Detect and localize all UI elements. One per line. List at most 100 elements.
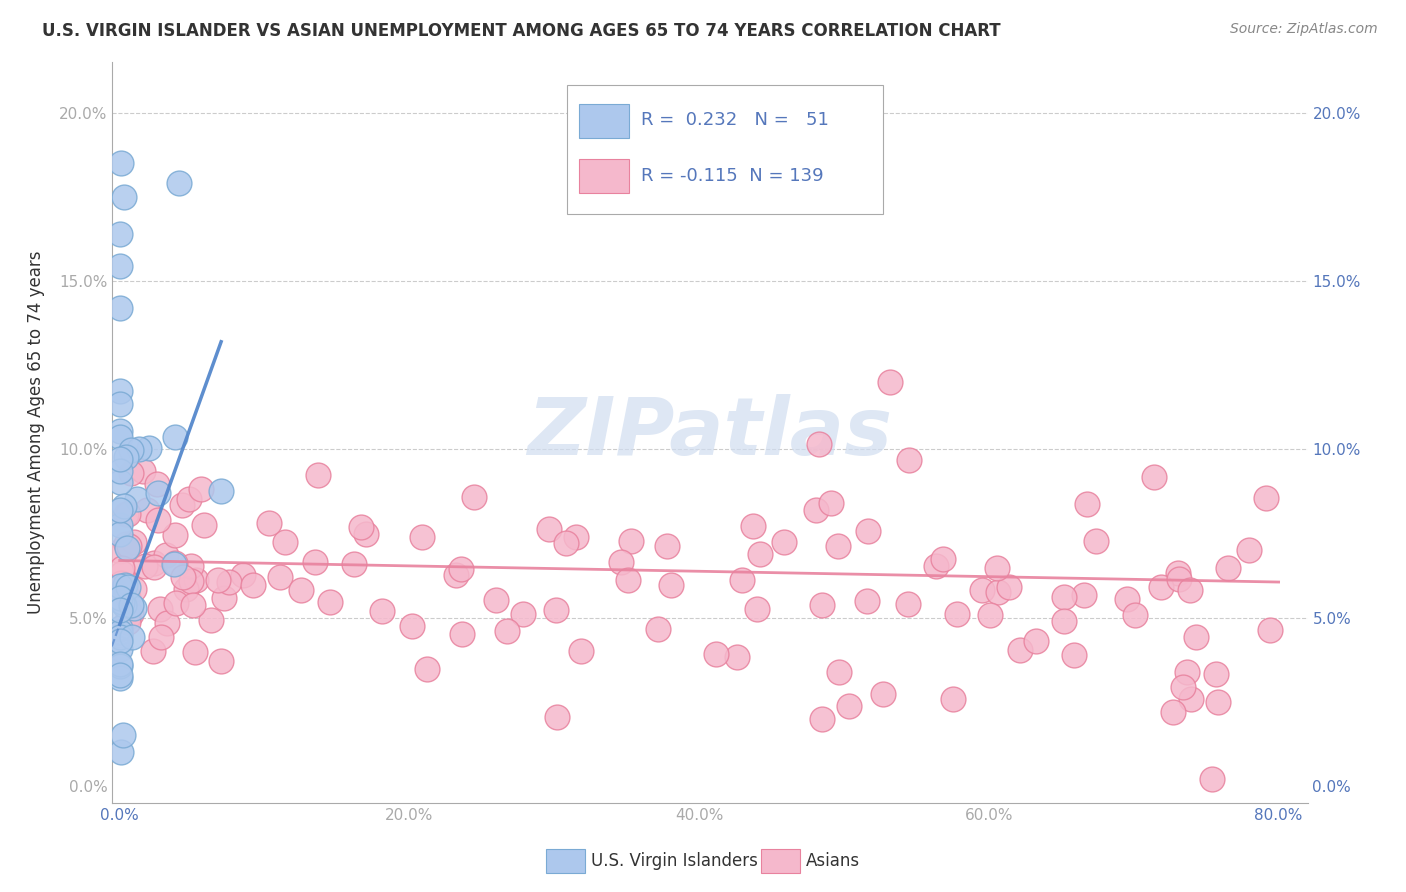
Point — [108, 502, 131, 516]
Point — [108, 668, 131, 682]
Point — [1237, 543, 1260, 558]
Point — [108, 517, 131, 532]
Point — [108, 227, 131, 241]
Point — [111, 561, 134, 575]
Point — [1167, 566, 1189, 581]
FancyBboxPatch shape — [547, 849, 585, 873]
Point — [108, 628, 131, 642]
Point — [485, 593, 508, 607]
Point — [122, 582, 145, 596]
Point — [165, 596, 187, 610]
Point — [444, 567, 467, 582]
Point — [146, 486, 169, 500]
Point — [1167, 572, 1189, 586]
Point — [117, 580, 139, 594]
Point — [451, 627, 474, 641]
Point — [925, 559, 948, 574]
Point — [1184, 630, 1206, 644]
Point — [808, 437, 831, 451]
Point — [307, 468, 329, 483]
Point — [1085, 534, 1108, 549]
Point — [212, 591, 235, 606]
Point — [647, 623, 669, 637]
Point — [218, 574, 240, 589]
Point — [772, 535, 794, 549]
Point — [1123, 607, 1146, 622]
Point — [125, 491, 148, 506]
Point — [108, 259, 131, 273]
Point — [108, 634, 131, 648]
Point — [970, 583, 993, 598]
Point — [183, 598, 205, 612]
Point — [411, 530, 433, 544]
Point — [142, 556, 165, 570]
Point — [108, 452, 131, 467]
Point — [259, 516, 281, 530]
Point — [114, 578, 136, 592]
Point — [180, 574, 202, 588]
Point — [183, 645, 205, 659]
Point — [745, 602, 768, 616]
Text: ZIPatlas: ZIPatlas — [527, 393, 893, 472]
Point — [804, 503, 827, 517]
Point — [450, 562, 472, 576]
Point — [110, 594, 132, 608]
Point — [165, 430, 187, 444]
Point — [156, 615, 179, 630]
Point — [1175, 665, 1198, 680]
Point — [1073, 588, 1095, 602]
Point — [354, 526, 377, 541]
Point — [1053, 590, 1076, 604]
Point — [108, 475, 131, 490]
Point — [108, 384, 131, 399]
Point — [416, 662, 439, 676]
Point — [1025, 633, 1047, 648]
Point — [987, 585, 1010, 599]
Point — [108, 424, 131, 438]
Point — [290, 582, 312, 597]
Point — [748, 548, 770, 562]
Point — [512, 607, 534, 621]
Point — [838, 698, 860, 713]
Point — [1218, 561, 1240, 575]
Point — [149, 602, 172, 616]
Point — [820, 496, 842, 510]
Point — [117, 507, 139, 521]
Point — [304, 555, 326, 569]
Point — [186, 573, 208, 587]
Point — [110, 580, 132, 594]
Point — [112, 190, 135, 204]
Point — [108, 621, 131, 635]
Point — [979, 607, 1001, 622]
Point — [932, 552, 955, 566]
Point — [538, 522, 561, 536]
Point — [108, 630, 131, 644]
Point — [177, 492, 200, 507]
Point — [655, 540, 678, 554]
Point — [1205, 667, 1227, 681]
Text: Asians: Asians — [806, 852, 859, 871]
Point — [112, 500, 135, 514]
Point — [108, 578, 131, 592]
FancyBboxPatch shape — [579, 103, 628, 138]
Point — [190, 482, 212, 496]
Point — [120, 607, 142, 622]
Point — [1178, 582, 1201, 597]
Point — [118, 539, 141, 553]
Point — [986, 560, 1008, 574]
Point — [207, 573, 229, 587]
Point — [149, 631, 172, 645]
Point — [565, 531, 588, 545]
Point — [108, 397, 131, 411]
Point — [1173, 680, 1195, 694]
Point — [1010, 643, 1032, 657]
Point — [371, 604, 394, 618]
Point — [132, 464, 155, 478]
Point — [620, 534, 643, 549]
Point — [1076, 497, 1098, 511]
Point — [269, 570, 291, 584]
Point — [856, 524, 879, 538]
Point — [108, 430, 131, 444]
Point — [209, 654, 232, 668]
Text: U.S. VIRGIN ISLANDER VS ASIAN UNEMPLOYMENT AMONG AGES 65 TO 74 YEARS CORRELATION: U.S. VIRGIN ISLANDER VS ASIAN UNEMPLOYME… — [42, 22, 1001, 40]
